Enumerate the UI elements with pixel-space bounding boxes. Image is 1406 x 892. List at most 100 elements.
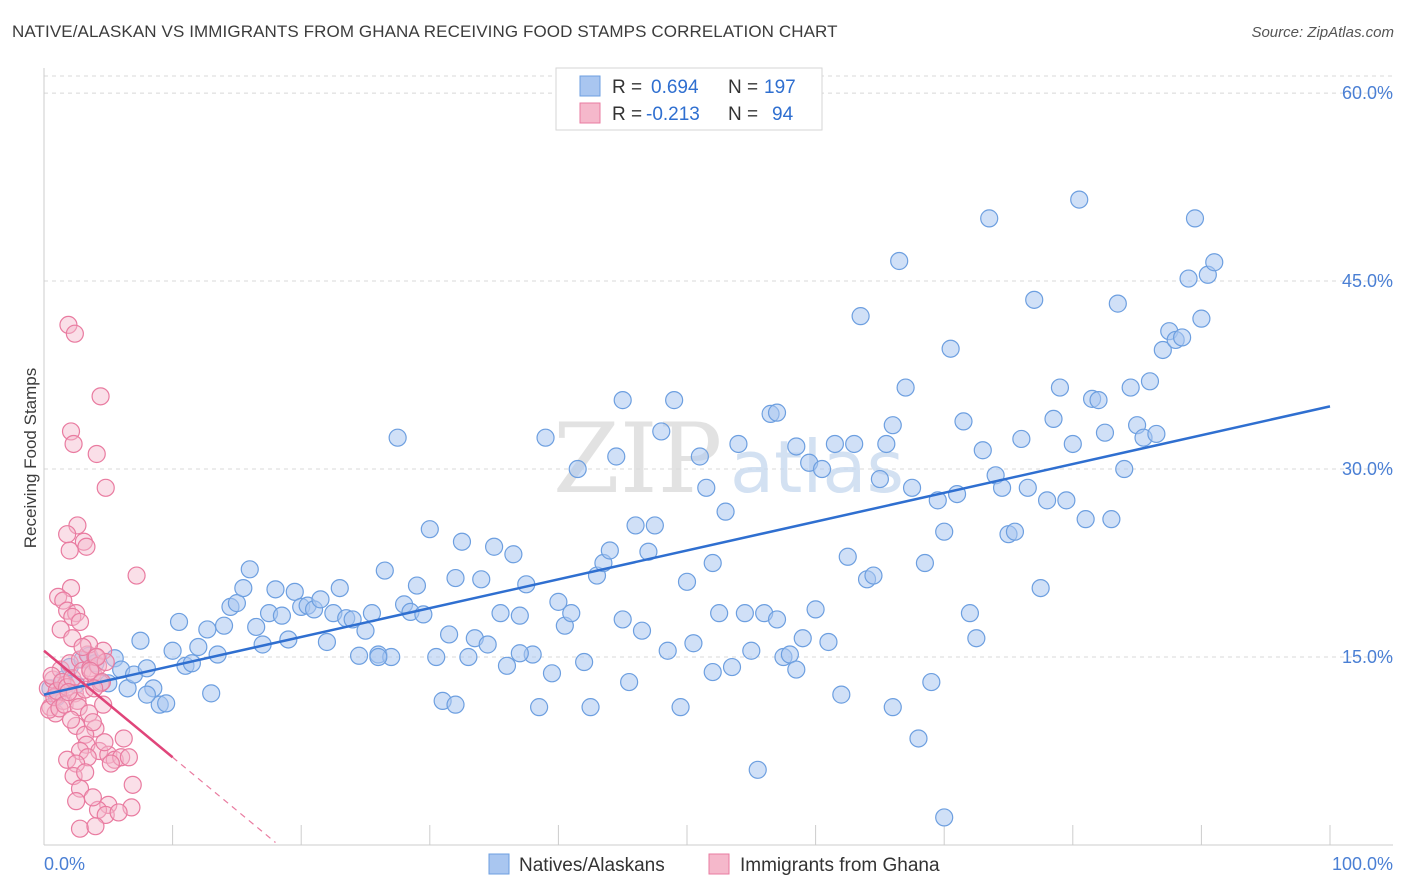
data-point-natives (1050, 378, 1070, 397)
data-point-natives (710, 604, 729, 623)
y-tick-label: 45.0% (1342, 271, 1393, 291)
data-point-ghana (73, 637, 92, 657)
data-point-ghana (119, 748, 138, 767)
data-point-natives (330, 578, 349, 598)
data-point-natives (845, 434, 864, 454)
data-point-natives (690, 447, 709, 466)
data-point-ghana (70, 612, 90, 632)
data-point-natives (542, 664, 562, 683)
data-point-natives (227, 594, 246, 613)
legend-n-value-2: 94 (772, 104, 794, 125)
data-point-natives (883, 416, 902, 435)
data-point-natives (388, 428, 407, 447)
legend-r-label-2: R = (612, 104, 642, 125)
data-point-natives (787, 660, 806, 679)
data-point-natives (485, 537, 504, 556)
data-point-natives (812, 459, 832, 479)
data-point-natives (613, 391, 632, 410)
data-point-natives (825, 434, 844, 454)
data-point-ghana (109, 803, 128, 822)
x-tick-label-max: 100.0% (1332, 854, 1393, 874)
data-point-natives (163, 641, 182, 660)
data-point-natives (967, 629, 986, 648)
data-point-natives (1205, 253, 1224, 272)
data-point-natives (684, 634, 703, 653)
data-point-ghana (114, 729, 133, 748)
data-point-natives (767, 610, 787, 629)
data-point-natives (941, 339, 960, 358)
data-point-natives (697, 478, 716, 497)
data-point-natives (935, 808, 954, 827)
series-immigrants-ghana (38, 315, 146, 838)
data-point-ghana (63, 669, 82, 688)
data-point-natives (427, 647, 446, 667)
data-point-natives (137, 659, 156, 678)
trend-line-ghana (43, 649, 174, 759)
data-point-natives (452, 532, 472, 551)
data-point-natives (909, 729, 928, 748)
data-point-ghana (54, 591, 73, 610)
data-point-ghana (91, 387, 110, 406)
data-point-natives (536, 428, 555, 447)
data-point-natives (1147, 424, 1166, 444)
legend-swatch-blue (579, 75, 601, 97)
data-point-natives (266, 580, 285, 599)
data-point-ghana (67, 792, 86, 811)
data-point-ghana (59, 683, 78, 702)
data-point-natives (767, 403, 787, 422)
data-point-ghana (101, 754, 120, 773)
data-point-natives (1121, 378, 1140, 397)
data-point-ghana (123, 775, 142, 794)
data-point-natives (349, 646, 369, 665)
data-point-natives (960, 604, 980, 623)
data-point-natives (459, 647, 478, 667)
y-tick-label: 60.0% (1342, 83, 1393, 103)
data-point-natives (787, 437, 806, 456)
data-point-natives (716, 502, 735, 521)
data-point-natives (954, 412, 973, 431)
data-point-ghana (77, 537, 96, 556)
data-point-natives (665, 391, 684, 410)
legend-swatch-pink (579, 102, 601, 124)
data-point-natives (504, 545, 523, 564)
data-point-natives (1018, 478, 1037, 497)
trend-line-ghana-extension (172, 756, 276, 843)
data-point-ghana (96, 652, 115, 672)
data-point-natives (671, 698, 690, 717)
data-point-natives (1140, 372, 1160, 391)
data-point-ghana (86, 817, 105, 836)
legend-r-value-1: 0.694 (651, 77, 699, 98)
data-point-ghana (95, 733, 114, 752)
data-point-natives (806, 600, 825, 619)
chart-title: NATIVE/ALASKAN VS IMMIGRANTS FROM GHANA … (12, 22, 838, 41)
data-point-natives (198, 620, 217, 639)
data-point-natives (439, 625, 459, 644)
data-point-natives (1044, 409, 1063, 429)
data-point-ghana (76, 763, 95, 782)
legend-box: R = 0.694 N = 197 R = -0.213 N = 94 (555, 67, 823, 131)
data-point-ghana (64, 434, 83, 454)
data-point-natives (568, 459, 587, 479)
data-point-natives (420, 520, 439, 539)
data-point-natives (189, 637, 208, 657)
data-point-natives (645, 516, 664, 535)
data-point-natives (742, 641, 761, 660)
data-point-natives (407, 576, 427, 595)
data-point-ghana (127, 566, 146, 585)
data-point-natives (1185, 209, 1205, 228)
data-point-natives (1179, 269, 1198, 288)
axes (43, 68, 1393, 846)
data-point-natives (632, 621, 652, 640)
data-point-ghana (74, 532, 93, 551)
data-point-ghana (112, 748, 131, 767)
data-point-natives (510, 606, 529, 625)
y-axis-label: Receiving Food Stamps (21, 368, 40, 548)
data-point-natives (658, 641, 677, 660)
data-point-natives (1115, 459, 1134, 479)
data-point-natives (793, 629, 812, 648)
data-point-natives (832, 685, 851, 704)
data-point-ghana (87, 444, 106, 464)
data-point-natives (375, 561, 394, 580)
bottom-legend: Natives/Alaskans Immigrants from Ghana (488, 853, 940, 876)
